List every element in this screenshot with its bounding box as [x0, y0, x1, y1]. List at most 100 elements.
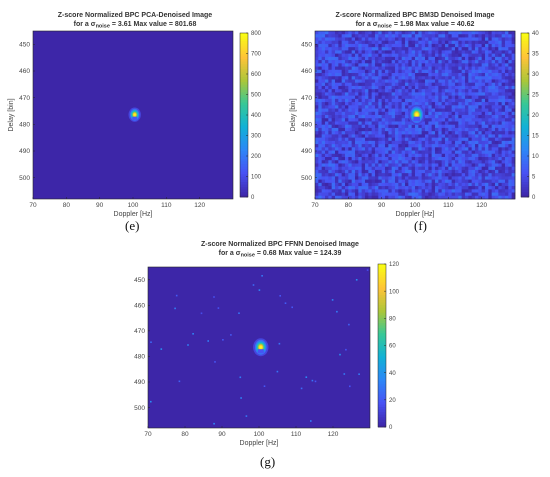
noise-cell: [341, 108, 346, 113]
colorbar-step: [521, 181, 529, 185]
noise-cell: [471, 150, 476, 155]
noise-cell: [475, 63, 479, 67]
noise-cell: [411, 102, 416, 106]
noise-cell: [465, 118, 469, 122]
noise-cell: [355, 79, 359, 83]
colorbar-step: [240, 125, 248, 129]
noise-cell: [498, 56, 502, 61]
noise-cell: [335, 121, 339, 125]
noise-cell: [448, 40, 452, 45]
noise-cell: [441, 182, 446, 187]
noise-cell: [481, 108, 486, 113]
noise-cell: [358, 192, 362, 197]
noise-cell: [331, 85, 336, 90]
noise-cell: [385, 63, 389, 67]
noise-cell: [418, 137, 422, 142]
noise-cell: [475, 157, 479, 161]
noise-cell: [431, 69, 436, 74]
noise-cell: [351, 34, 356, 38]
noise-cell: [371, 37, 376, 41]
noise-cell: [475, 31, 479, 35]
noise-cell: [415, 37, 419, 41]
noise-cell: [508, 108, 512, 113]
noise-cell: [428, 115, 432, 119]
noise-cell: [335, 176, 339, 180]
x-tick-label: 110: [443, 202, 454, 209]
noise-cell: [365, 63, 369, 67]
noise-cell: [335, 73, 339, 77]
colorbar-step: [240, 191, 248, 195]
noise-cell: [381, 157, 386, 161]
noise-cell: [368, 134, 372, 138]
noise-cell: [398, 137, 402, 142]
noise-cell: [435, 60, 439, 64]
noise-cell: [425, 173, 429, 177]
noise-cell: [481, 131, 486, 135]
noise-cell: [468, 169, 472, 174]
noise-cell: [358, 176, 362, 180]
colorbar-step: [521, 97, 529, 101]
noise-cell: [338, 153, 342, 158]
noise-cell: [411, 60, 416, 64]
noise-cell: [318, 40, 322, 45]
colorbar-step: [378, 406, 386, 410]
noise-cell: [425, 127, 429, 132]
noise-cell: [511, 53, 516, 58]
colorbar-step: [521, 168, 529, 172]
noise-cell: [331, 50, 336, 54]
noise-cell: [488, 124, 492, 129]
colorbar-step: [521, 117, 529, 121]
noise-cell: [491, 31, 496, 35]
noise-cell: [438, 134, 442, 138]
noise-cell: [421, 98, 426, 103]
noise-cell: [448, 115, 452, 119]
noise-cell: [341, 160, 346, 164]
noise-cell: [395, 105, 399, 109]
noise-cell: [491, 76, 496, 80]
noise-cell: [475, 73, 479, 77]
noise-cell: [325, 121, 329, 125]
noise-cell: [418, 153, 422, 158]
subtitle-rest: = 3.61 Max value = 801.68: [111, 21, 197, 28]
noise-cell: [361, 82, 366, 87]
noise-cell: [401, 169, 406, 174]
noise-cell: [335, 89, 339, 93]
noise-cell: [348, 50, 352, 54]
noise-cell: [468, 95, 472, 100]
colorbar-step: [378, 286, 386, 290]
colorbar-step: [521, 171, 529, 175]
noise-cell: [318, 144, 322, 148]
blob-layer: [259, 345, 263, 349]
noise-cell: [425, 157, 429, 161]
noise-cell: [315, 53, 319, 58]
x-tick-label: 80: [181, 431, 189, 438]
noise-cell: [495, 176, 499, 180]
noise-cell: [328, 47, 332, 51]
noise-cell: [478, 144, 482, 148]
noise-cell: [398, 140, 402, 145]
noise-cell: [335, 118, 339, 122]
noise-cell: [451, 179, 456, 184]
x-tick-label: 110: [161, 202, 172, 209]
noise-cell: [481, 147, 486, 151]
noise-cell: [385, 66, 389, 71]
noise-cell: [385, 169, 389, 174]
noise-cell: [425, 169, 429, 174]
noise-dot: [358, 373, 360, 375]
noise-cell: [355, 121, 359, 125]
noise-cell: [351, 124, 356, 129]
noise-cell: [388, 69, 392, 74]
noise-cell: [315, 134, 319, 138]
noise-cell: [348, 108, 352, 113]
noise-cell: [438, 121, 442, 125]
noise-cell: [358, 40, 362, 45]
noise-cell: [351, 37, 356, 41]
noise-cell: [425, 147, 429, 151]
noise-cell: [365, 137, 369, 142]
noise-cell: [318, 92, 322, 96]
noise-cell: [335, 47, 339, 51]
noise-cell: [338, 53, 342, 58]
noise-cell: [345, 147, 349, 151]
noise-cell: [345, 179, 349, 184]
noise-cell: [475, 163, 479, 167]
